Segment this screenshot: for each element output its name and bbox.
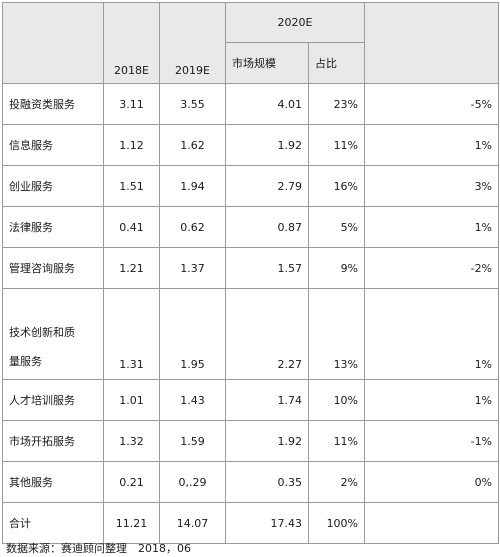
value-2018: 1.32 (103, 420, 160, 462)
total-2020-share: 100% (307, 502, 366, 544)
total-2019: 14.07 (159, 502, 226, 544)
total-label: 合计 (2, 502, 104, 544)
value-2020-share: 10% (307, 379, 366, 421)
value-change: -2% (364, 247, 500, 289)
value-2020-market: 2.27 (225, 288, 309, 380)
header-2018: 2018E (103, 2, 160, 84)
value-2020-market: 1.92 (225, 124, 309, 166)
header-row-bottom: 市场规模 占比 (3, 42, 499, 84)
row-label-line-1: 技术创新和质 (9, 326, 75, 339)
row-label: 投融资类服务 (2, 83, 104, 125)
row-label: 信息服务 (2, 124, 104, 166)
value-2020-share: 5% (307, 206, 366, 248)
value-change: -1% (364, 420, 500, 462)
header-row-top: 2018E 2019E 2020E (2, 2, 500, 84)
total-row: 合计 11.21 14.07 17.43 100% (2, 502, 500, 544)
value-2020-market: 0.87 (225, 206, 309, 248)
value-change: 1% (364, 206, 500, 248)
total-2020-market: 17.43 (225, 502, 309, 544)
value-2020-market: 2.79 (225, 165, 309, 207)
header-2020-group: 2020E (224, 2, 366, 43)
table-row: 信息服务 1.12 1.62 1.92 11% 1% (2, 124, 500, 166)
value-2020-market: 1.57 (225, 247, 309, 289)
value-2020-share: 9% (307, 247, 366, 289)
value-2020-share: 2% (307, 461, 366, 503)
value-2019: 1.43 (159, 379, 226, 421)
table-row: 法律服务 0.41 0.62 0.87 5% 1% (2, 206, 500, 248)
row-label: 创业服务 (2, 165, 104, 207)
row-label: 人才培训服务 (2, 379, 104, 421)
value-2020-share: 23% (307, 83, 366, 125)
value-2018: 1.01 (103, 379, 160, 421)
table-row: 其他服务 0.21 0,.29 0.35 2% 0% (2, 461, 500, 503)
value-2019: 1.94 (159, 165, 226, 207)
row-label: 技术创新和质 量服务 (2, 288, 104, 380)
header-share: 占比 (307, 42, 366, 84)
value-2018: 1.51 (103, 165, 160, 207)
value-2020-share: 11% (307, 124, 366, 166)
value-2018: 0.21 (103, 461, 160, 503)
value-change: 1% (364, 124, 500, 166)
value-change: -5% (364, 83, 500, 125)
value-2018: 1.12 (103, 124, 160, 166)
value-2019: 0,.29 (159, 461, 226, 503)
value-2019: 1.95 (159, 288, 226, 380)
value-2018: 3.11 (103, 83, 160, 125)
table-row: 管理咨询服务 1.21 1.37 1.57 9% -2% (2, 247, 500, 289)
row-label: 市场开拓服务 (2, 420, 104, 462)
total-2018: 11.21 (103, 502, 160, 544)
value-2018: 1.31 (103, 288, 160, 380)
value-change: 3% (364, 165, 500, 207)
value-2019: 1.62 (159, 124, 226, 166)
value-2018: 1.21 (103, 247, 160, 289)
header-change-blank (364, 2, 500, 84)
value-2019: 1.59 (159, 420, 226, 462)
market-table: 2018E 2019E 2020E 市场规模 占比 投融资类服务 3.11 3.… (2, 2, 500, 544)
header-market-size: 市场规模 (225, 42, 309, 84)
total-change (364, 502, 500, 544)
header-2019: 2019E (159, 2, 226, 84)
value-2019: 1.37 (159, 247, 226, 289)
value-2020-market: 1.92 (225, 420, 309, 462)
row-label: 其他服务 (2, 461, 104, 503)
header-blank-cell (2, 2, 104, 84)
value-2020-share: 13% (307, 288, 366, 380)
table-row: 技术创新和质 量服务 1.31 1.95 2.27 13% 1% (2, 288, 500, 380)
table-row: 投融资类服务 3.11 3.55 4.01 23% -5% (2, 83, 500, 125)
value-2020-market: 0.35 (225, 461, 309, 503)
value-2019: 3.55 (159, 83, 226, 125)
value-2020-share: 16% (307, 165, 366, 207)
row-label: 管理咨询服务 (2, 247, 104, 289)
row-label: 法律服务 (2, 206, 104, 248)
table-row: 人才培训服务 1.01 1.43 1.74 10% 1% (2, 379, 500, 421)
value-change: 1% (364, 288, 500, 380)
row-label-line-2: 量服务 (9, 355, 42, 368)
table-row: 市场开拓服务 1.32 1.59 1.92 11% -1% (2, 420, 500, 462)
source-note: 数据来源：赛迪顾问整理 2018，06 (6, 542, 191, 555)
value-2020-market: 4.01 (225, 83, 309, 125)
value-change: 1% (364, 379, 500, 421)
value-2020-share: 11% (307, 420, 366, 462)
value-change: 0% (364, 461, 500, 503)
value-2020-market: 1.74 (225, 379, 309, 421)
value-2019: 0.62 (159, 206, 226, 248)
value-2018: 0.41 (103, 206, 160, 248)
table-row: 创业服务 1.51 1.94 2.79 16% 3% (2, 165, 500, 207)
